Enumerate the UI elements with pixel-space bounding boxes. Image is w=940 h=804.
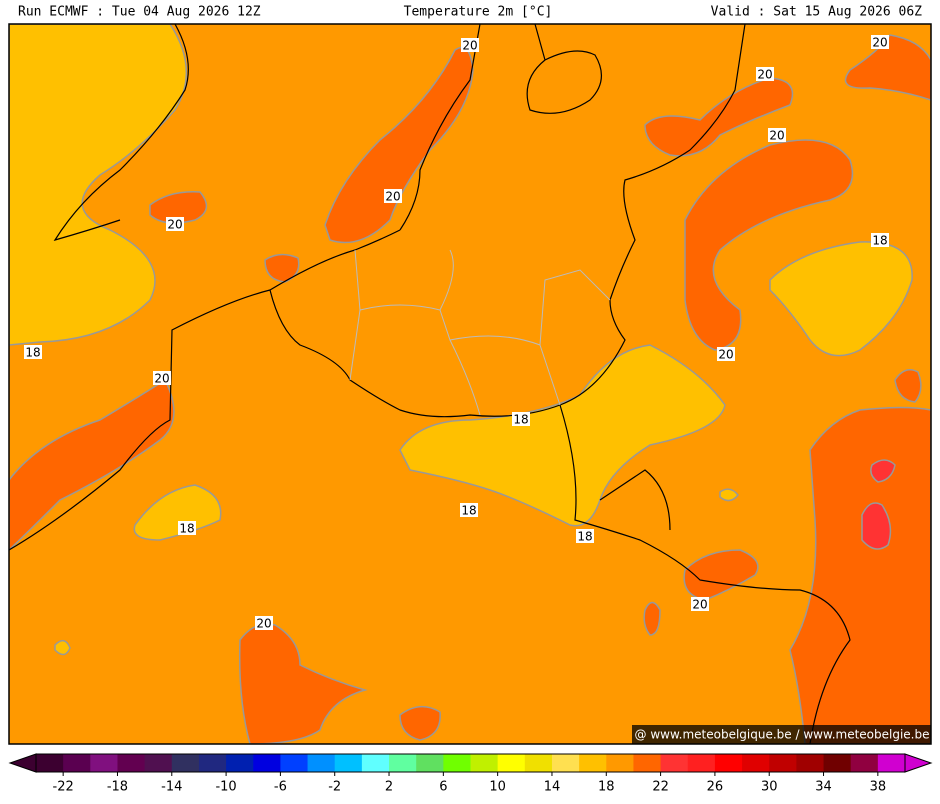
colorbar-swatch — [877, 754, 906, 772]
run-label: Run ECMWF : Tue 04 Aug 2026 12Z — [18, 5, 261, 20]
contour-label-box — [717, 347, 735, 361]
colorbar-tick-label: 10 — [489, 780, 506, 795]
contour-label-box — [871, 233, 889, 247]
contour-label: 20 — [769, 129, 784, 143]
colorbar-swatch — [63, 754, 91, 772]
colorbar-swatch — [633, 754, 662, 772]
contour-label: 20 — [718, 348, 733, 362]
contour-label: 20 — [167, 218, 182, 232]
colorbar-tick-label: 30 — [761, 780, 778, 795]
colorbar-tick-label: 18 — [598, 780, 615, 795]
contour-label-box — [512, 412, 530, 426]
colorbar-swatch — [334, 754, 363, 772]
colorbar-tick-label: -18 — [107, 780, 128, 795]
colorbar-tick-label: 26 — [707, 780, 724, 795]
map-title: Temperature 2m [°C] — [404, 5, 553, 20]
colorbar-tick-label: -22 — [53, 780, 74, 795]
colorbar-swatch — [198, 754, 227, 772]
colorbar-swatch — [823, 754, 852, 772]
contour-label-box — [24, 345, 42, 359]
colorbar-swatch — [171, 754, 200, 772]
colorbar-swatch — [361, 754, 390, 772]
colorbar-swatch — [687, 754, 716, 772]
contour-label: 20 — [154, 372, 169, 386]
colorbar-swatch — [389, 754, 417, 772]
watermark-box — [632, 725, 931, 744]
contour-label-box — [691, 597, 709, 611]
colorbar-tick-label: -6 — [274, 780, 287, 795]
contour-label-box — [768, 128, 786, 142]
colorbar-tick-label: 2 — [385, 780, 393, 795]
colorbar-swatch — [796, 754, 825, 772]
colorbar-swatch — [742, 754, 770, 772]
contour-label: 20 — [385, 190, 400, 204]
contour-label: 18 — [461, 504, 476, 518]
colorbar-tick-label: 14 — [544, 780, 561, 795]
colorbar-swatch — [606, 754, 634, 772]
colorbar-swatch — [524, 754, 553, 772]
zone-22 — [861, 459, 896, 550]
colorbar-swatch — [307, 754, 336, 772]
contour-label: 18 — [25, 346, 40, 360]
contour-label-box — [871, 35, 889, 49]
provinces — [349, 249, 611, 416]
colorbar-frame — [35, 753, 906, 773]
colorbar-swatch — [416, 754, 444, 772]
colorbar-tick-label: -10 — [215, 780, 236, 795]
colorbar-swatch — [551, 754, 580, 772]
colorbar-swatch — [769, 754, 797, 772]
colorbar-swatch — [36, 754, 64, 772]
colorbar-swatch — [497, 754, 526, 772]
zone-20 — [9, 34, 931, 744]
colorbar-end — [904, 753, 933, 773]
colorbar-swatch — [443, 754, 471, 772]
valid-label: Valid : Sat 15 Aug 2026 06Z — [711, 5, 922, 20]
colorbar-swatch — [470, 754, 499, 772]
contour-label: 20 — [462, 39, 477, 53]
watermark: @ www.meteobelgique.be / www.meteobelgie… — [635, 728, 930, 742]
map-frame — [8, 23, 932, 745]
colorbar-swatch — [226, 754, 254, 772]
contour-label-box — [178, 521, 196, 535]
colorbar-swatch — [90, 754, 118, 772]
contour-label: 20 — [256, 617, 271, 631]
contour-label: 18 — [577, 530, 592, 544]
contour-label-box — [166, 217, 184, 231]
colorbar-swatch — [253, 754, 281, 772]
contour-label-box — [460, 503, 478, 517]
colorbar-tick-label: 22 — [652, 780, 669, 795]
colorbar-end — [8, 753, 37, 773]
colorbar-tick-label: -2 — [328, 780, 341, 795]
contour-label-box — [756, 67, 774, 81]
colorbar-swatch — [117, 754, 146, 772]
contour-label: 20 — [692, 598, 707, 612]
contour-label-box — [153, 371, 171, 385]
colorbar-swatch — [850, 754, 879, 772]
colorbar-tick-label: 38 — [870, 780, 887, 795]
map: 20 20 20 20 20 20 18 18 20 20 18 18 18 18 20 20 @ www.m… — [8, 23, 932, 745]
contour-label: 18 — [513, 413, 528, 427]
colorbar-tick-label: 6 — [439, 780, 447, 795]
contour-label-box — [384, 189, 402, 203]
zone-18 — [9, 24, 913, 656]
contour-label: 20 — [757, 68, 772, 82]
contour-label: 20 — [872, 36, 887, 50]
colorbar-tick-label: 34 — [815, 780, 832, 795]
colorbar-swatch — [144, 754, 173, 772]
colorbar-swatch — [280, 754, 309, 772]
contour-label-box — [576, 529, 594, 543]
colorbar: -22 -18 -14 -10 -6 -2 2 6 10 14 18 22 26 30 34 38 — [8, 753, 933, 795]
contour-label: 18 — [179, 522, 194, 536]
contour-label: 18 — [872, 234, 887, 248]
contour-label-box — [255, 616, 273, 630]
colorbar-swatch — [714, 754, 743, 772]
colorbar-tick-label: -14 — [161, 780, 182, 795]
colorbar-swatch — [579, 754, 607, 772]
colorbar-swatch — [660, 754, 689, 772]
contour-label-box — [461, 38, 479, 52]
